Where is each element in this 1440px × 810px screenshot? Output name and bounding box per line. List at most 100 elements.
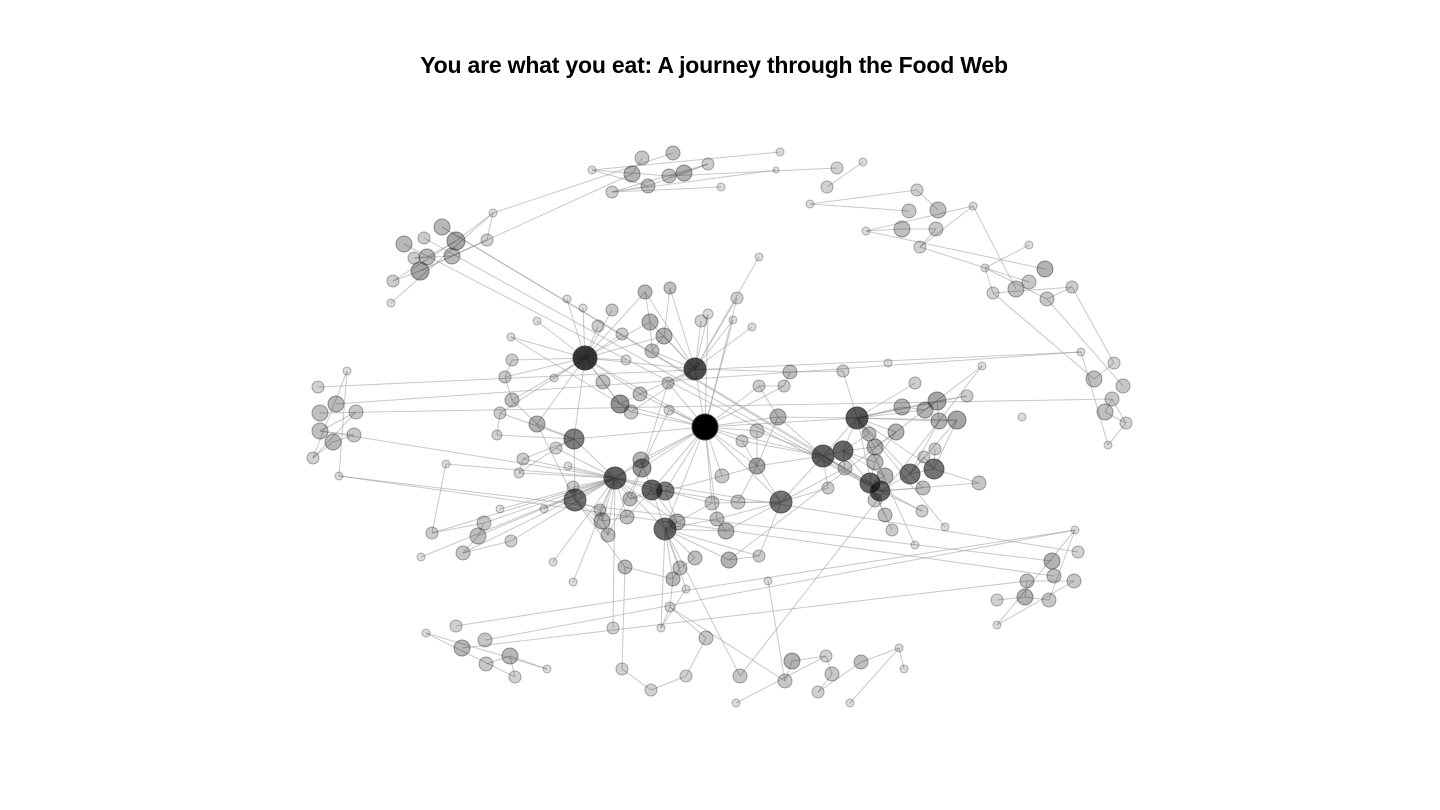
food-web-node [869,480,891,502]
food-web-node [605,185,619,199]
food-web-edge [338,475,1055,577]
food-web-edge [640,459,643,469]
food-web-edge [419,239,488,272]
food-web-node [811,444,835,468]
food-web-edge [312,411,357,459]
food-web-node [619,509,635,525]
food-web-edge [669,287,696,370]
food-web-node [324,433,342,451]
food-web-node [446,231,466,251]
food-web-edge [492,152,674,214]
food-web-node [1071,545,1085,559]
food-web-edge [704,319,734,428]
food-web-edge [461,580,1028,649]
food-web-node [449,619,463,633]
food-web-edge [777,416,858,419]
food-web-edge [865,205,974,232]
food-web-node [593,503,607,517]
food-web-node [632,451,650,469]
food-web-edge [1071,286,1115,364]
food-web-node [728,315,738,325]
food-web-node [836,364,850,378]
food-web-node [661,168,677,184]
food-web-node [505,353,519,367]
food-web-node [348,404,364,420]
food-web-node [488,208,498,218]
food-web-edge [591,151,781,171]
food-web-node [782,364,798,380]
food-web-node [735,434,749,448]
food-web-edge [1046,298,1124,387]
food-web-edge [856,417,916,546]
food-web-edge [611,169,777,193]
food-web-node [572,345,598,371]
food-web-node [623,165,641,183]
food-web-node [655,327,673,345]
food-web-node [772,166,780,174]
food-web-edge [651,426,706,491]
food-web-edge [599,509,609,536]
food-web-edge [629,467,643,500]
food-web-node [1065,280,1079,294]
food-web-edge [431,463,447,534]
food-web-node [501,647,519,665]
food-web-node [478,656,494,672]
food-web-node [679,669,693,683]
food-web-node [563,428,585,450]
food-web-edge [518,447,557,474]
food-web-node [899,463,921,485]
food-web-node [899,664,909,674]
food-web-edge [607,467,643,536]
food-web-edge [312,370,348,459]
food-web-edge [499,477,616,510]
food-web-node [691,413,719,441]
food-web-node [641,313,659,331]
food-web-node [866,453,884,471]
food-web-node [605,303,619,317]
food-web-node [549,441,563,455]
food-web-edge [784,660,793,682]
food-web-edge [511,357,586,401]
food-web-node [563,488,587,512]
food-web-edge [630,368,696,413]
food-web-node [977,361,987,371]
food-web-edge [477,522,485,537]
food-web-edge [919,205,974,248]
food-web-node [947,410,967,430]
food-web-edge [390,212,494,304]
food-web-node [980,263,990,273]
food-web-edge [499,412,575,440]
food-web-node [610,394,630,414]
food-web-node [664,601,676,613]
food-web-node [441,459,451,469]
food-web-node [656,623,666,633]
food-web-node [655,481,675,501]
food-web-node [603,466,627,490]
food-web-node [820,180,834,194]
food-web-edge [704,426,782,503]
food-web-edge [425,632,516,678]
food-web-node [617,559,633,575]
food-web-node [516,452,530,466]
food-web-node [1119,416,1133,430]
food-web-node [908,376,922,390]
food-web-edge [552,477,616,563]
food-web-node [528,415,546,433]
food-web-edge [621,668,652,691]
food-web-edge [511,399,538,425]
food-web-node [940,522,950,532]
food-web-edge [1111,398,1127,424]
food-web-edge [901,406,926,411]
food-web-node [883,358,893,368]
food-web-node [704,495,720,511]
food-web-node [830,161,844,175]
food-web-node [927,391,947,411]
food-web-edge [573,357,586,440]
food-web-node [395,235,413,253]
food-web-edge [584,357,706,428]
food-web-node [1046,568,1062,584]
food-web-node [469,527,487,545]
food-web-node [971,475,987,491]
food-web-edge [972,205,1017,290]
